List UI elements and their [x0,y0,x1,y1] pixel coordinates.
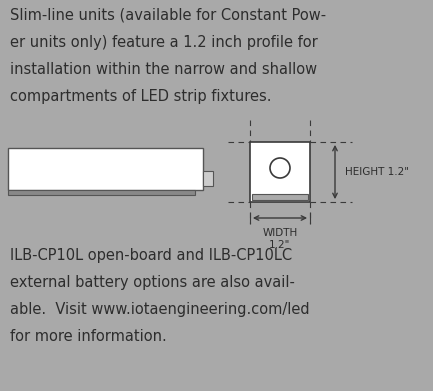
Bar [252,194,308,200]
Text: compartments of LED strip fixtures.: compartments of LED strip fixtures. [10,89,271,104]
Text: er units only) feature a 1.2 inch profile for: er units only) feature a 1.2 inch profil… [10,35,318,50]
Text: HEIGHT 1.2": HEIGHT 1.2" [345,167,409,177]
Text: WIDTH: WIDTH [262,228,297,238]
Text: installation within the narrow and shallow: installation within the narrow and shall… [10,62,317,77]
Text: able.  Visit www.iotaengineering.com/led: able. Visit www.iotaengineering.com/led [10,302,310,317]
Text: external battery options are also avail-: external battery options are also avail- [10,275,295,290]
Text: ILB-CP10L open-board and ILB-CP10LC: ILB-CP10L open-board and ILB-CP10LC [10,248,292,263]
Bar [8,148,203,190]
Circle shape [270,158,290,178]
Bar [250,142,310,202]
Bar [203,171,213,186]
Text: 1.2": 1.2" [269,240,291,250]
Text: for more information.: for more information. [10,329,167,344]
Text: Slim-line units (available for Constant Pow-: Slim-line units (available for Constant … [10,8,326,23]
Bar [8,190,195,195]
